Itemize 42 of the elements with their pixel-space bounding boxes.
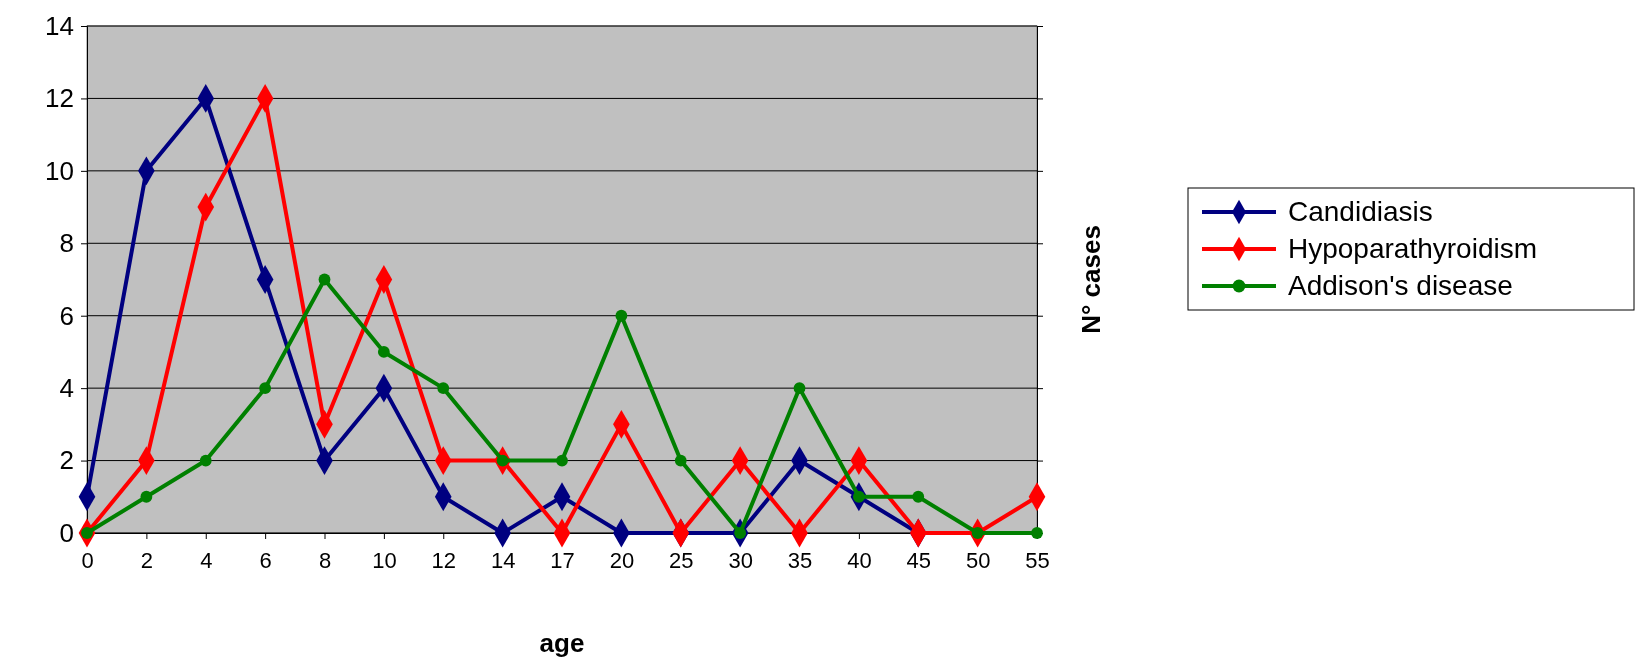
x-tick-label: 30 xyxy=(728,548,753,574)
x-axis-title: age xyxy=(539,628,585,658)
point xyxy=(912,490,925,503)
y-tick-label: 0 xyxy=(59,517,74,548)
point xyxy=(1031,527,1043,539)
point xyxy=(140,490,153,503)
x-tick-label: 6 xyxy=(259,548,272,574)
x-tick-label: 14 xyxy=(490,548,516,574)
y-tick-label: 4 xyxy=(59,372,74,403)
x-tick-label: 2 xyxy=(140,548,153,574)
y-tick-label: 10 xyxy=(45,155,74,186)
y-tick-label: 6 xyxy=(59,300,74,331)
x-tick-label: 45 xyxy=(906,548,931,574)
y-tick-label: 8 xyxy=(59,228,74,259)
point xyxy=(674,454,687,467)
x-tick-label: 25 xyxy=(669,548,694,574)
point xyxy=(318,273,331,286)
legend-label: Hypoparathyroidism xyxy=(1288,233,1537,264)
point xyxy=(793,382,806,395)
point xyxy=(556,454,568,467)
legend-label: Candidiasis xyxy=(1288,196,1433,227)
x-tick-label: 12 xyxy=(431,548,456,574)
y-tick-label: 12 xyxy=(45,83,74,114)
x-tick-label: 20 xyxy=(609,548,635,574)
x-tick-label: 55 xyxy=(1025,548,1050,574)
y-tick-label: 14 xyxy=(45,10,74,41)
point xyxy=(377,346,390,358)
x-tick-label: 50 xyxy=(965,548,991,574)
point xyxy=(259,382,272,395)
legend-label: Addison's disease xyxy=(1288,270,1513,301)
point xyxy=(615,309,628,322)
x-tick-label: 40 xyxy=(847,548,872,574)
x-tick-label: 17 xyxy=(550,548,575,574)
point xyxy=(199,454,212,467)
x-tick-label: 10 xyxy=(372,548,397,574)
y-tick-label: 2 xyxy=(59,445,74,476)
x-tick-label: 0 xyxy=(81,548,94,574)
y-axis-title: N° cases xyxy=(1076,225,1106,334)
x-tick-label: 8 xyxy=(318,548,332,574)
x-tick-label: 35 xyxy=(787,548,813,574)
point xyxy=(437,382,450,395)
x-tick-label: 4 xyxy=(200,548,213,574)
